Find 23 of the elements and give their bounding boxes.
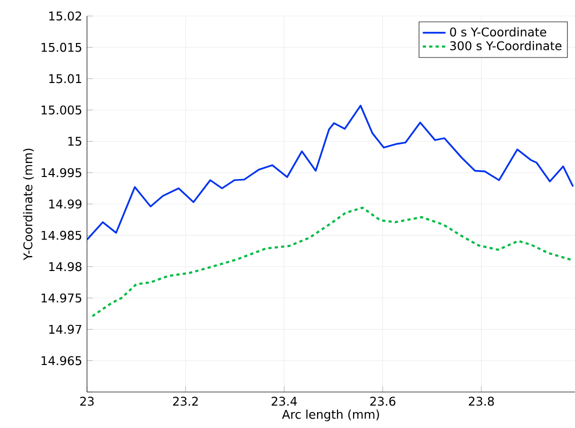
y-tick-label: 14.99 bbox=[49, 199, 82, 209]
y-tick-label: 15.015 bbox=[42, 42, 82, 52]
y-tick-label: 14.985 bbox=[42, 230, 82, 240]
x-tick-label: 23.2 bbox=[173, 396, 198, 406]
x-tick-label: 23.4 bbox=[272, 396, 297, 406]
line-series bbox=[91, 206, 572, 318]
y-tick-label: 14.995 bbox=[42, 168, 82, 178]
y-axis-title: Y-Coordinate (mm) bbox=[23, 148, 34, 260]
x-tick-label: 23 bbox=[80, 396, 94, 406]
x-axis-title: Arc length (mm) bbox=[282, 410, 380, 422]
y-tick-label: 14.975 bbox=[42, 293, 82, 303]
legend-label: 0 s Y-Coordinate bbox=[450, 27, 546, 37]
legend-label: 300 s Y-Coordinate bbox=[450, 41, 562, 50]
y-tick-label: 15.005 bbox=[42, 105, 82, 115]
y-tick-label: 14.97 bbox=[49, 324, 82, 334]
y-tick-label: 14.98 bbox=[49, 262, 82, 272]
y-tick-label: 15.02 bbox=[49, 11, 82, 21]
x-tick-label: 23.8 bbox=[468, 396, 494, 406]
y-tick-label: 14.965 bbox=[42, 356, 82, 366]
line-series bbox=[87, 104, 574, 241]
y-tick-label: 15.01 bbox=[49, 74, 82, 84]
y-tick-label: 15 bbox=[68, 136, 82, 146]
x-tick-label: 23.6 bbox=[370, 396, 396, 406]
